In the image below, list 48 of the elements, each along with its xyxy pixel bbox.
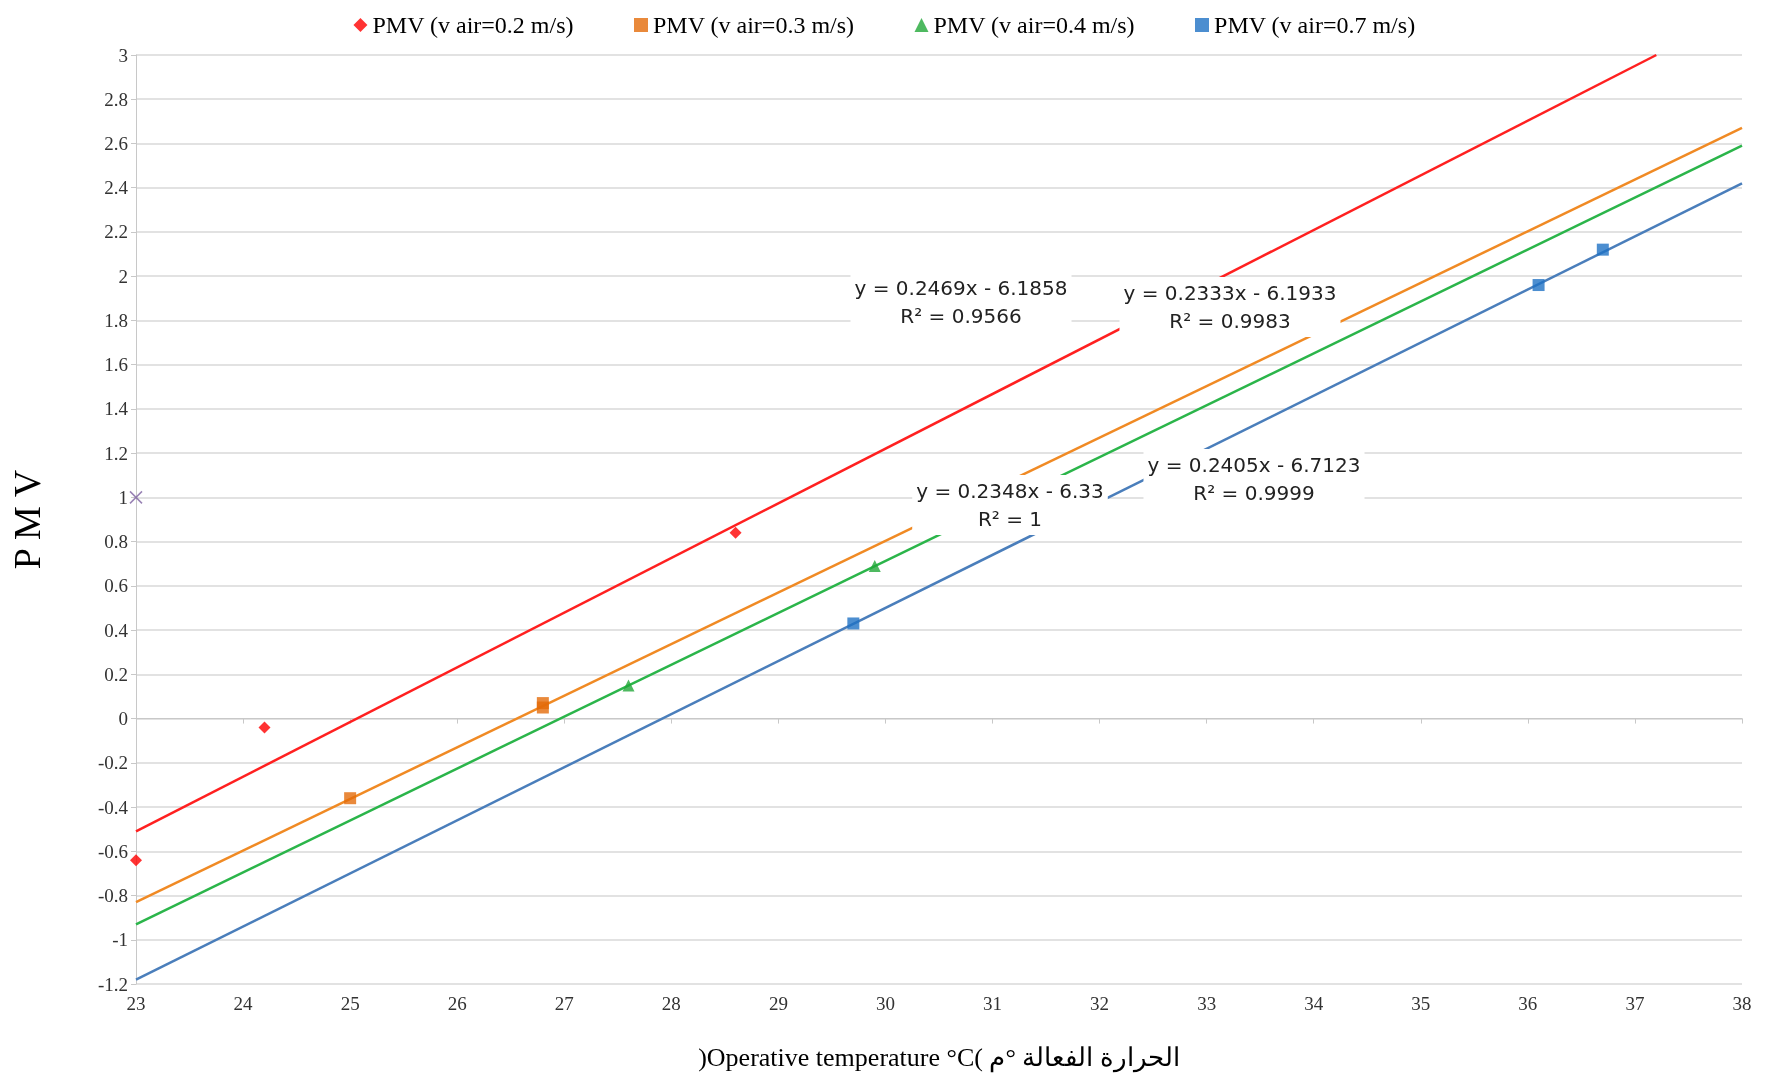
annotation: y = 0.2348x - 6.33 R² = 1 [916, 479, 1104, 531]
y-tick-label: 0.6 [104, 575, 128, 597]
x-tick-label: 26 [447, 993, 467, 1014]
y-tick-label: -0.4 [97, 796, 129, 818]
annotation: y = 0.2469x - 6.1858 R² = 0.9566 [854, 276, 1068, 328]
x-axis-title: )Operative temperature °C( الحرارة الفعالة °م [698, 1042, 1180, 1073]
y-tick-label: 2.6 [104, 132, 128, 154]
y-tick-label: 0 [118, 708, 128, 730]
y-tick-label: 0.2 [104, 663, 128, 685]
legend-label: PMV (v air=0.2 m/s) [372, 12, 574, 38]
x-tick-label: 31 [983, 993, 1003, 1014]
y-tick-label: 1.8 [104, 309, 128, 331]
y-tick-label: 2.2 [104, 221, 128, 243]
y-tick-label: -1 [112, 929, 128, 951]
legend-label: PMV (v air=0.7 m/s) [1214, 12, 1416, 38]
x-tick-label: 38 [1732, 993, 1752, 1014]
annotation: y = 0.2333x - 6.1933 R² = 0.9983 [1123, 281, 1337, 333]
legend-label: PMV (v air=0.3 m/s) [652, 12, 855, 38]
y-tick-label: 1.2 [104, 442, 128, 464]
y-tick-label: 2.4 [104, 177, 129, 199]
y-tick-label: -0.6 [97, 840, 128, 862]
x-tick-label: 34 [1304, 993, 1324, 1014]
y-tick-label: 0.4 [104, 619, 129, 641]
x-tick-label: 24 [233, 993, 254, 1014]
y-tick-label: -0.8 [97, 885, 128, 907]
y-tick-label: 2 [118, 265, 128, 287]
x-tick-label: 33 [1197, 993, 1217, 1014]
x-tick-label: 25 [340, 993, 360, 1014]
y-tick-label: -0.2 [97, 752, 128, 774]
y-tick-label: 3 [118, 44, 128, 66]
legend-label: PMV (v air=0.4 m/s) [933, 12, 1135, 38]
x-tick-label: 29 [768, 993, 788, 1014]
x-tick-label: 27 [554, 993, 574, 1014]
x-tick-label: 32 [1090, 993, 1110, 1014]
y-tick-label: 1.6 [104, 354, 128, 376]
annotation: y = 0.2405x - 6.7123 R² = 0.9999 [1147, 453, 1361, 505]
y-tick-label: 0.8 [104, 531, 128, 553]
x-tick-label: 37 [1625, 993, 1645, 1014]
x-tick-label: 36 [1518, 993, 1538, 1014]
y-tick-label: -1.2 [97, 973, 128, 995]
x-tick-label: 35 [1411, 993, 1431, 1014]
y-tick-label: 1 [118, 486, 128, 508]
y-axis-title: P M V [6, 469, 48, 570]
x-tick-label: 23 [126, 993, 146, 1014]
y-tick-label: 1.4 [104, 398, 129, 420]
y-tick-label: 2.8 [104, 88, 128, 110]
x-tick-label: 30 [875, 993, 895, 1014]
x-tick-label: 28 [661, 993, 681, 1014]
